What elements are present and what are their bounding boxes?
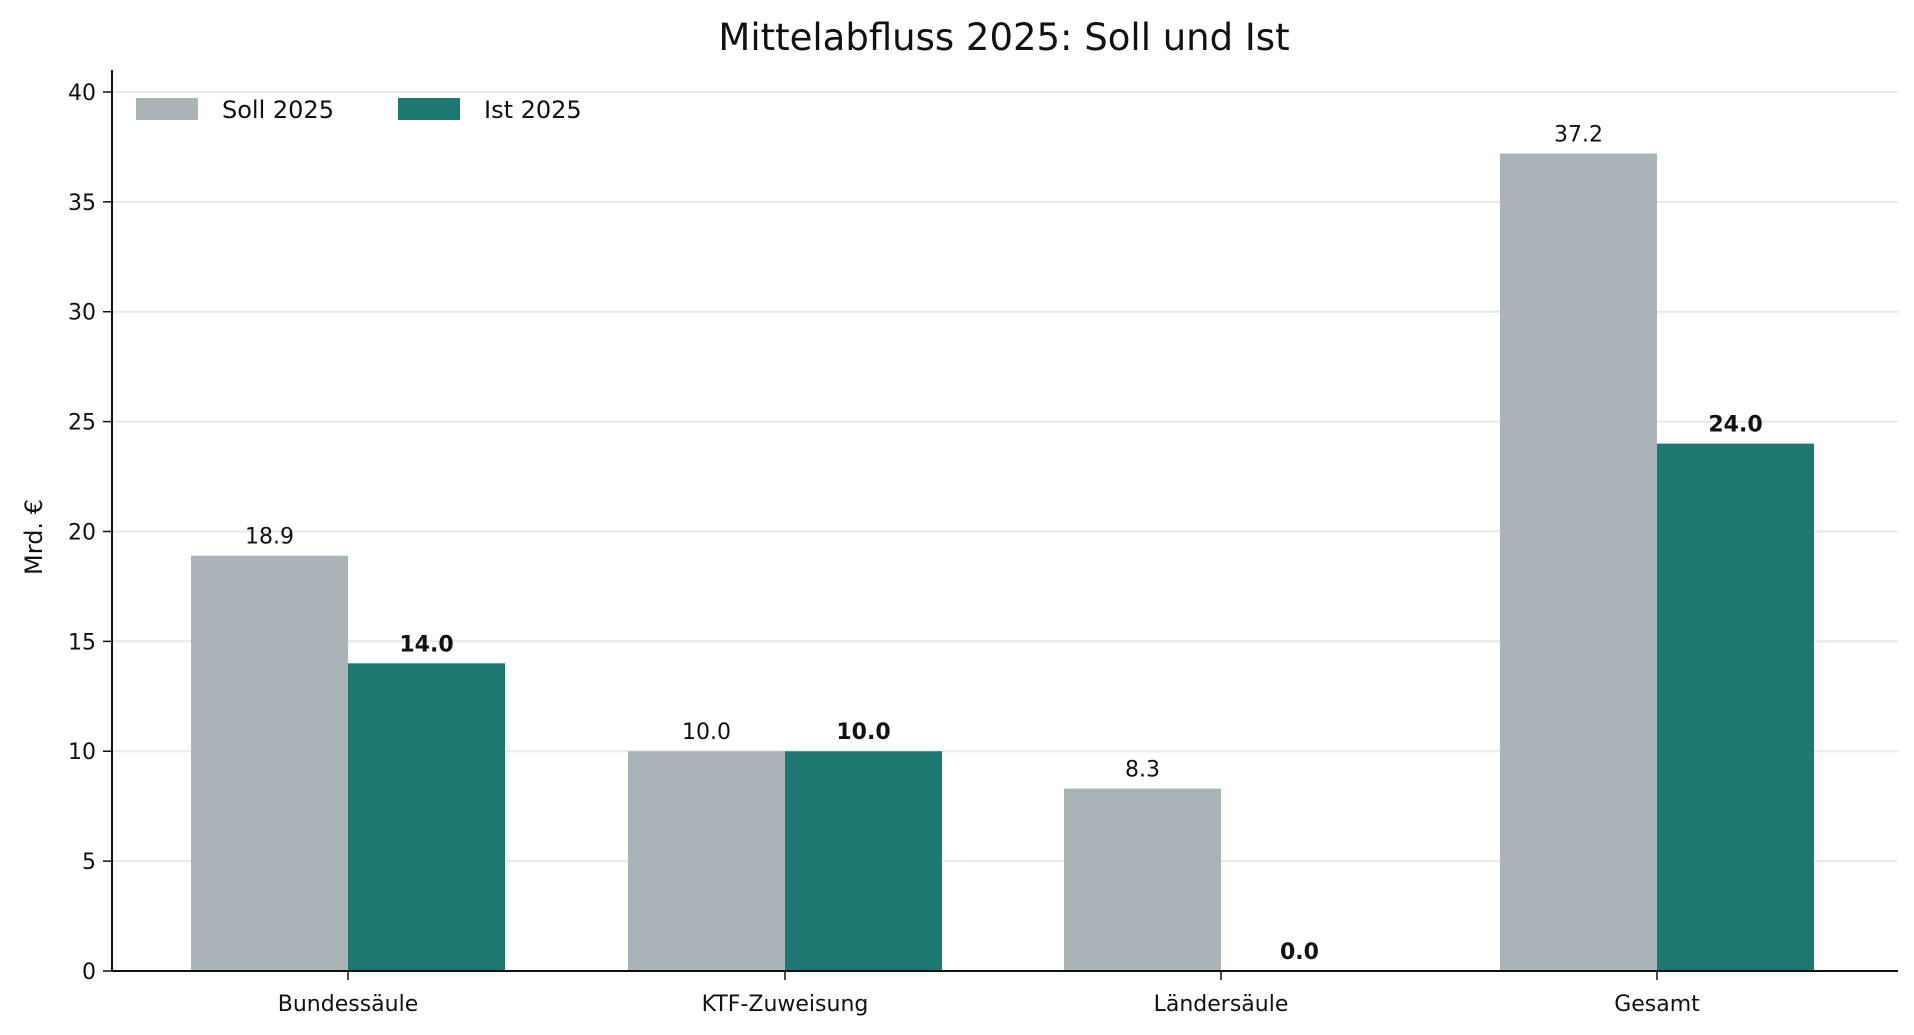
- bar-ist-1: [785, 751, 942, 971]
- y-axis-label: Mrd. €: [20, 499, 48, 575]
- y-tick-label: 40: [68, 81, 96, 106]
- bar-ist-3: [1657, 443, 1814, 972]
- data-label: 10.0: [682, 720, 731, 745]
- chart-title: Mittelabfluss 2025: Soll und Ist: [718, 16, 1289, 59]
- bars: [191, 153, 1814, 972]
- data-label: 37.2: [1554, 123, 1603, 148]
- y-tick-label: 35: [68, 191, 96, 216]
- data-label: 24.0: [1708, 413, 1762, 438]
- legend-label: Ist 2025: [484, 96, 582, 124]
- data-label: 0.0: [1280, 940, 1319, 965]
- y-tick-label: 0: [82, 960, 96, 985]
- x-tick-label: KTF-Zuweisung: [702, 992, 869, 1017]
- legend-item: Ist 2025: [398, 96, 582, 124]
- bar-soll-3: [1500, 153, 1657, 971]
- legend-swatch: [136, 98, 198, 120]
- data-label: 10.0: [836, 720, 890, 745]
- bar-soll-0: [191, 555, 348, 971]
- y-tick-label: 25: [68, 411, 96, 436]
- y-tick-label: 20: [68, 520, 96, 545]
- legend: Soll 2025 Ist 2025: [136, 96, 582, 124]
- legend-swatch: [398, 98, 460, 120]
- legend-item: Soll 2025: [136, 96, 334, 124]
- data-label: 14.0: [399, 632, 453, 657]
- x-tick-label: Ländersäule: [1154, 992, 1289, 1017]
- y-tick-label: 10: [68, 740, 96, 765]
- y-tick-label: 15: [68, 630, 96, 655]
- data-label: 8.3: [1125, 758, 1160, 783]
- data-label: 18.9: [245, 525, 294, 550]
- bar-soll-2: [1064, 788, 1221, 971]
- data-labels: 18.9 10.0 8.3 37.2 14.0 10.0 0.0 24.0: [245, 123, 1763, 965]
- y-tick-label: 5: [82, 850, 96, 875]
- axes: 0 5 10 15 20 25 30 35 40 Bundessäule KTF-Zuweisung…: [68, 70, 1898, 1017]
- bar-soll-1: [628, 751, 785, 971]
- y-tick-label: 30: [68, 301, 96, 326]
- bar-ist-0: [348, 663, 505, 971]
- legend-label: Soll 2025: [222, 96, 334, 124]
- x-tick-label: Bundessäule: [278, 992, 418, 1017]
- x-tick-label: Gesamt: [1614, 992, 1700, 1017]
